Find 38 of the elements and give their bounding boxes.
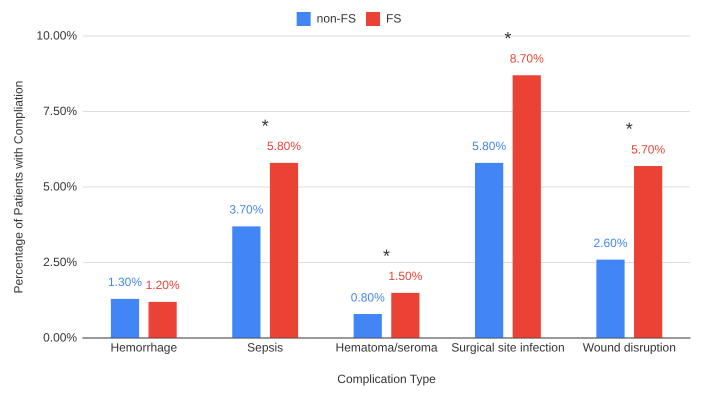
y-tick-label: 7.50%: [43, 104, 78, 118]
bar: [270, 162, 298, 338]
x-axis-title: Complication Type: [337, 372, 436, 386]
y-tick-label: 10.00%: [36, 28, 78, 42]
x-tick-label: Hemorrhage: [110, 340, 178, 355]
x-tick-label: Sepsis: [247, 340, 284, 355]
bar: [512, 75, 541, 338]
data-label: 1.20%: [146, 278, 180, 292]
y-axis-title: Percentage of Patients with Compliation: [12, 80, 26, 294]
data-label: 3.70%: [229, 202, 264, 217]
y-tick-label: 2.50%: [43, 254, 78, 269]
bar: [596, 260, 625, 338]
y-tick-label: 0.00%: [43, 330, 78, 345]
data-label: 1.30%: [108, 275, 142, 290]
legend-label: non-FS: [316, 11, 356, 26]
data-label: 1.50%: [388, 269, 423, 284]
bar: [354, 314, 382, 338]
bar: [634, 166, 662, 338]
bar: [475, 162, 504, 338]
legend-label: FS: [386, 11, 402, 26]
annotation: *: [504, 28, 512, 48]
bar: [391, 292, 420, 338]
data-label: 8.70%: [510, 52, 544, 66]
x-tick-label: Hematoma/seroma: [336, 340, 438, 355]
x-tick-label: Wound disruption: [582, 340, 676, 355]
data-label: 0.80%: [350, 290, 386, 304]
bar: [110, 298, 140, 338]
annotation: *: [383, 246, 390, 266]
y-tick-label: 5.00%: [43, 179, 78, 194]
data-label: 5.80%: [266, 139, 302, 154]
x-tick-label: Surgical site infection: [451, 340, 565, 355]
annotation: *: [262, 116, 269, 136]
bar: [148, 302, 177, 338]
bar: [232, 226, 260, 338]
data-label: 5.80%: [472, 139, 506, 154]
data-label: 5.70%: [631, 142, 666, 156]
annotation: *: [626, 118, 633, 139]
data-label: 2.60%: [593, 236, 628, 250]
